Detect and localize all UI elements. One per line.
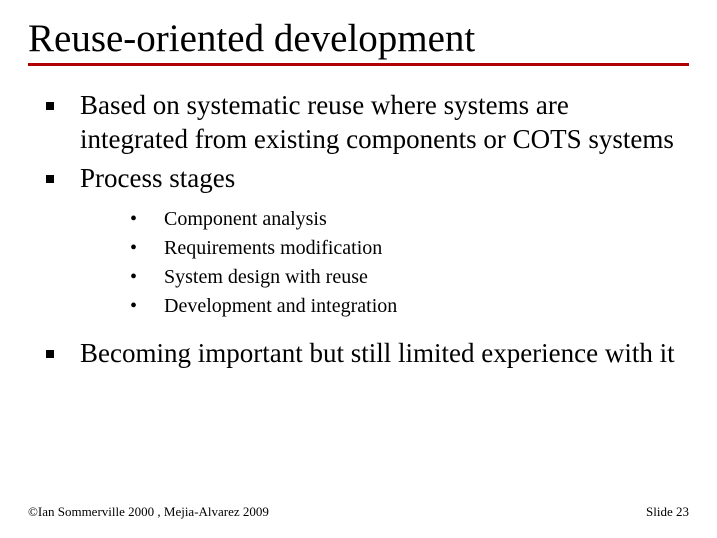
sub-bullet-icon: • [130,264,164,291]
list-item: • System design with reuse [130,264,679,291]
bullet-text: Becoming important but still limited exp… [80,336,675,371]
list-item: Based on systematic reuse where systems … [46,88,679,157]
list-item: Process stages [46,161,679,196]
bullet-icon [46,350,54,358]
slide-title: Reuse-oriented development [28,18,689,61]
bullet-icon [46,102,54,110]
list-item: • Development and integration [130,293,679,320]
sub-bullet-text: System design with reuse [164,264,368,291]
bullet-text: Process stages [80,161,235,196]
bullet-icon [46,175,54,183]
slide-body: Based on systematic reuse where systems … [28,88,689,370]
list-item: Becoming important but still limited exp… [46,336,679,371]
slide: Reuse-oriented development Based on syst… [0,0,717,538]
list-item: • Component analysis [130,206,679,233]
sub-bullet-icon: • [130,206,164,233]
footer-left: ©Ian Sommerville 2000 , Mejia-Alvarez 20… [28,504,269,520]
bullet-text: Based on systematic reuse where systems … [80,88,679,157]
list-item: • Requirements modification [130,235,679,262]
footer-right: Slide 23 [646,504,689,520]
sub-bullet-text: Component analysis [164,206,327,233]
sub-bullet-icon: • [130,293,164,320]
sub-bullet-text: Development and integration [164,293,397,320]
title-rule: Reuse-oriented development [28,18,689,66]
sub-bullet-icon: • [130,235,164,262]
sub-bullet-text: Requirements modification [164,235,382,262]
sub-list: • Component analysis • Requirements modi… [130,206,679,320]
slide-footer: ©Ian Sommerville 2000 , Mejia-Alvarez 20… [28,504,689,520]
